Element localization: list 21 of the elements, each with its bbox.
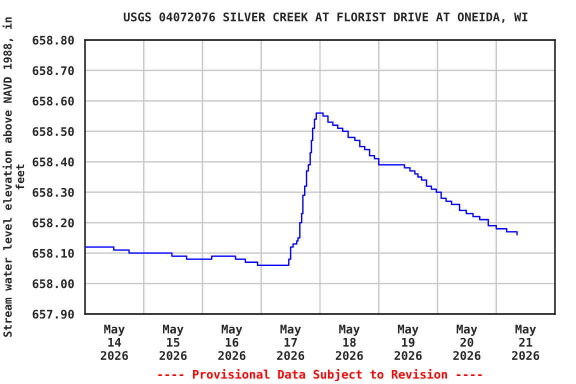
y-tick-label: 658.50 bbox=[32, 127, 74, 136]
x-tick-label: May 21 2026 bbox=[512, 324, 540, 360]
x-tick-label: May 14 2026 bbox=[100, 324, 128, 360]
x-tick-label: May 20 2026 bbox=[453, 324, 480, 360]
y-tick-label: 658.40 bbox=[32, 158, 74, 166]
y-axis-title: Stream water level elevation above NAVD 1988, in feet bbox=[2, 17, 24, 337]
text: ---- Provisional Data Subject to Revision ---- bbox=[158, 368, 482, 382]
x-tick-label: May 19 2026 bbox=[394, 324, 422, 360]
y-tick-label: 658.00 bbox=[32, 279, 74, 288]
y-tick-label: 658.60 bbox=[32, 96, 74, 106]
y-tick-label: 658.20 bbox=[32, 218, 74, 228]
x-tick-label: May 17 2026 bbox=[277, 324, 304, 360]
y-tick-label: 658.70 bbox=[32, 66, 74, 76]
y-tick-label: 658.80 bbox=[32, 36, 74, 45]
x-tick-label: May 16 2026 bbox=[218, 324, 246, 360]
y-tick-label: 657.90 bbox=[32, 310, 74, 319]
chart-title: USGS 04072076 SILVER CREEK AT FLORIST DRIVE AT ONEIDA, WI bbox=[124, 12, 528, 23]
y-tick-label: 658.10 bbox=[32, 248, 74, 258]
y-tick-label: 658.30 bbox=[32, 188, 74, 197]
x-tick-label: May 15 2026 bbox=[160, 324, 187, 360]
x-tick-label: May 18 2026 bbox=[336, 324, 363, 360]
